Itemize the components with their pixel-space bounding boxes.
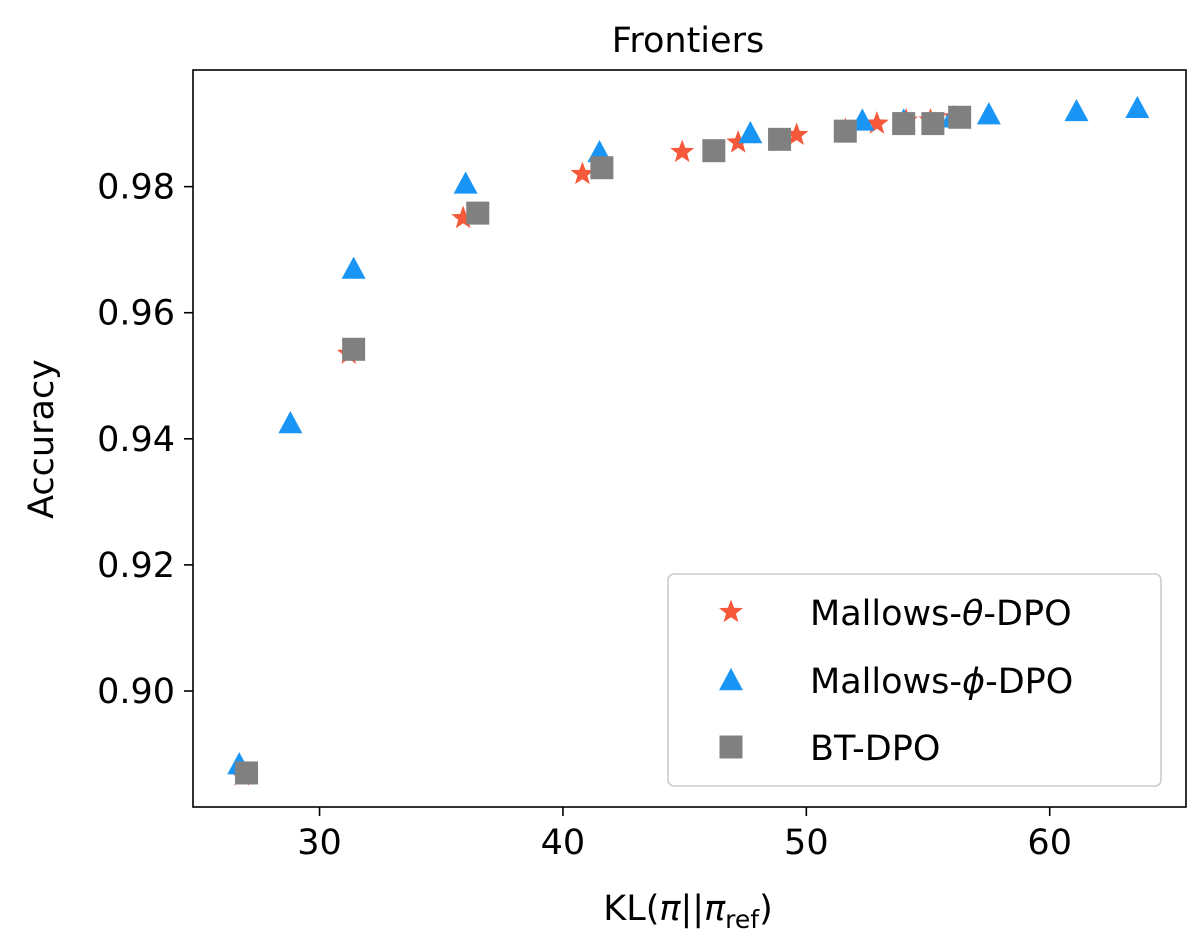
x-label-pi-ref: π	[704, 889, 726, 929]
x-label-subscript: ref	[725, 905, 760, 934]
x-axis-ticks: 30 40 50 60	[297, 807, 1072, 863]
legend-label-part: Mallows-	[810, 662, 962, 702]
chart-title: Frontiers	[612, 21, 764, 61]
x-axis-label: KL(π||πref)	[603, 889, 772, 934]
x-tick-label: 30	[297, 823, 342, 863]
y-tick-label: 0.98	[97, 168, 175, 208]
legend-entry-mallows-theta: Mallows-θ-DPO	[810, 594, 1072, 634]
y-axis-ticks: 0.90 0.92 0.94 0.96 0.98	[97, 168, 193, 712]
x-label-sep: ||	[680, 889, 704, 929]
star-point	[570, 161, 595, 185]
legend-label-part: -DPO	[983, 594, 1071, 634]
x-tick-label: 50	[784, 823, 829, 863]
y-tick-label: 0.92	[97, 546, 175, 586]
x-tick-label: 40	[541, 823, 586, 863]
y-tick-label: 0.96	[97, 294, 175, 334]
x-tick-label: 60	[1027, 823, 1072, 863]
star-point	[784, 122, 809, 146]
triangle-point	[278, 411, 303, 434]
square-point	[892, 112, 916, 136]
star-point	[451, 205, 476, 229]
square-point	[948, 105, 972, 129]
star-point	[726, 130, 751, 153]
square-point	[768, 127, 792, 151]
x-label-suffix: )	[759, 889, 773, 929]
star-point	[865, 111, 889, 134]
triangle-point	[1064, 98, 1089, 122]
legend-label-part: -DPO	[985, 662, 1073, 702]
triangle-point	[976, 102, 1001, 125]
square-point	[702, 139, 726, 163]
legend-label-symbol: θ	[962, 594, 983, 634]
x-label-pi: π	[659, 889, 681, 929]
legend-triangle-marker	[719, 668, 743, 691]
triangle-point	[453, 171, 478, 194]
triangle-point	[341, 256, 366, 279]
data-marks	[227, 95, 1150, 786]
triangle-point	[1125, 95, 1150, 119]
legend-box	[667, 573, 1162, 787]
legend-square-marker	[719, 735, 743, 759]
series-square-markers	[235, 105, 972, 785]
square-point	[590, 156, 614, 180]
square-point	[466, 201, 490, 225]
legend-label-symbol: ϕ	[962, 662, 985, 702]
x-label-prefix: KL(	[603, 889, 659, 929]
star-point	[670, 139, 695, 163]
square-point	[833, 119, 857, 143]
legend-star-marker	[719, 599, 743, 623]
legend-label-part: BT-DPO	[810, 729, 940, 769]
legend-markers	[719, 599, 743, 759]
square-point	[235, 761, 259, 785]
legend-entry-bt-dpo: BT-DPO	[810, 729, 940, 769]
y-tick-label: 0.90	[97, 672, 175, 712]
y-tick-label: 0.94	[97, 420, 175, 460]
y-axis-label: Accuracy	[22, 359, 62, 519]
legend-label-part: Mallows-	[810, 594, 962, 634]
square-point	[921, 112, 945, 136]
square-point	[342, 337, 366, 361]
triangle-point	[738, 121, 763, 144]
legend-entry-mallows-phi: Mallows-ϕ-DPO	[810, 662, 1073, 702]
legend: Mallows-θ-DPO Mallows-ϕ-DPO BT-DPO	[667, 573, 1162, 787]
